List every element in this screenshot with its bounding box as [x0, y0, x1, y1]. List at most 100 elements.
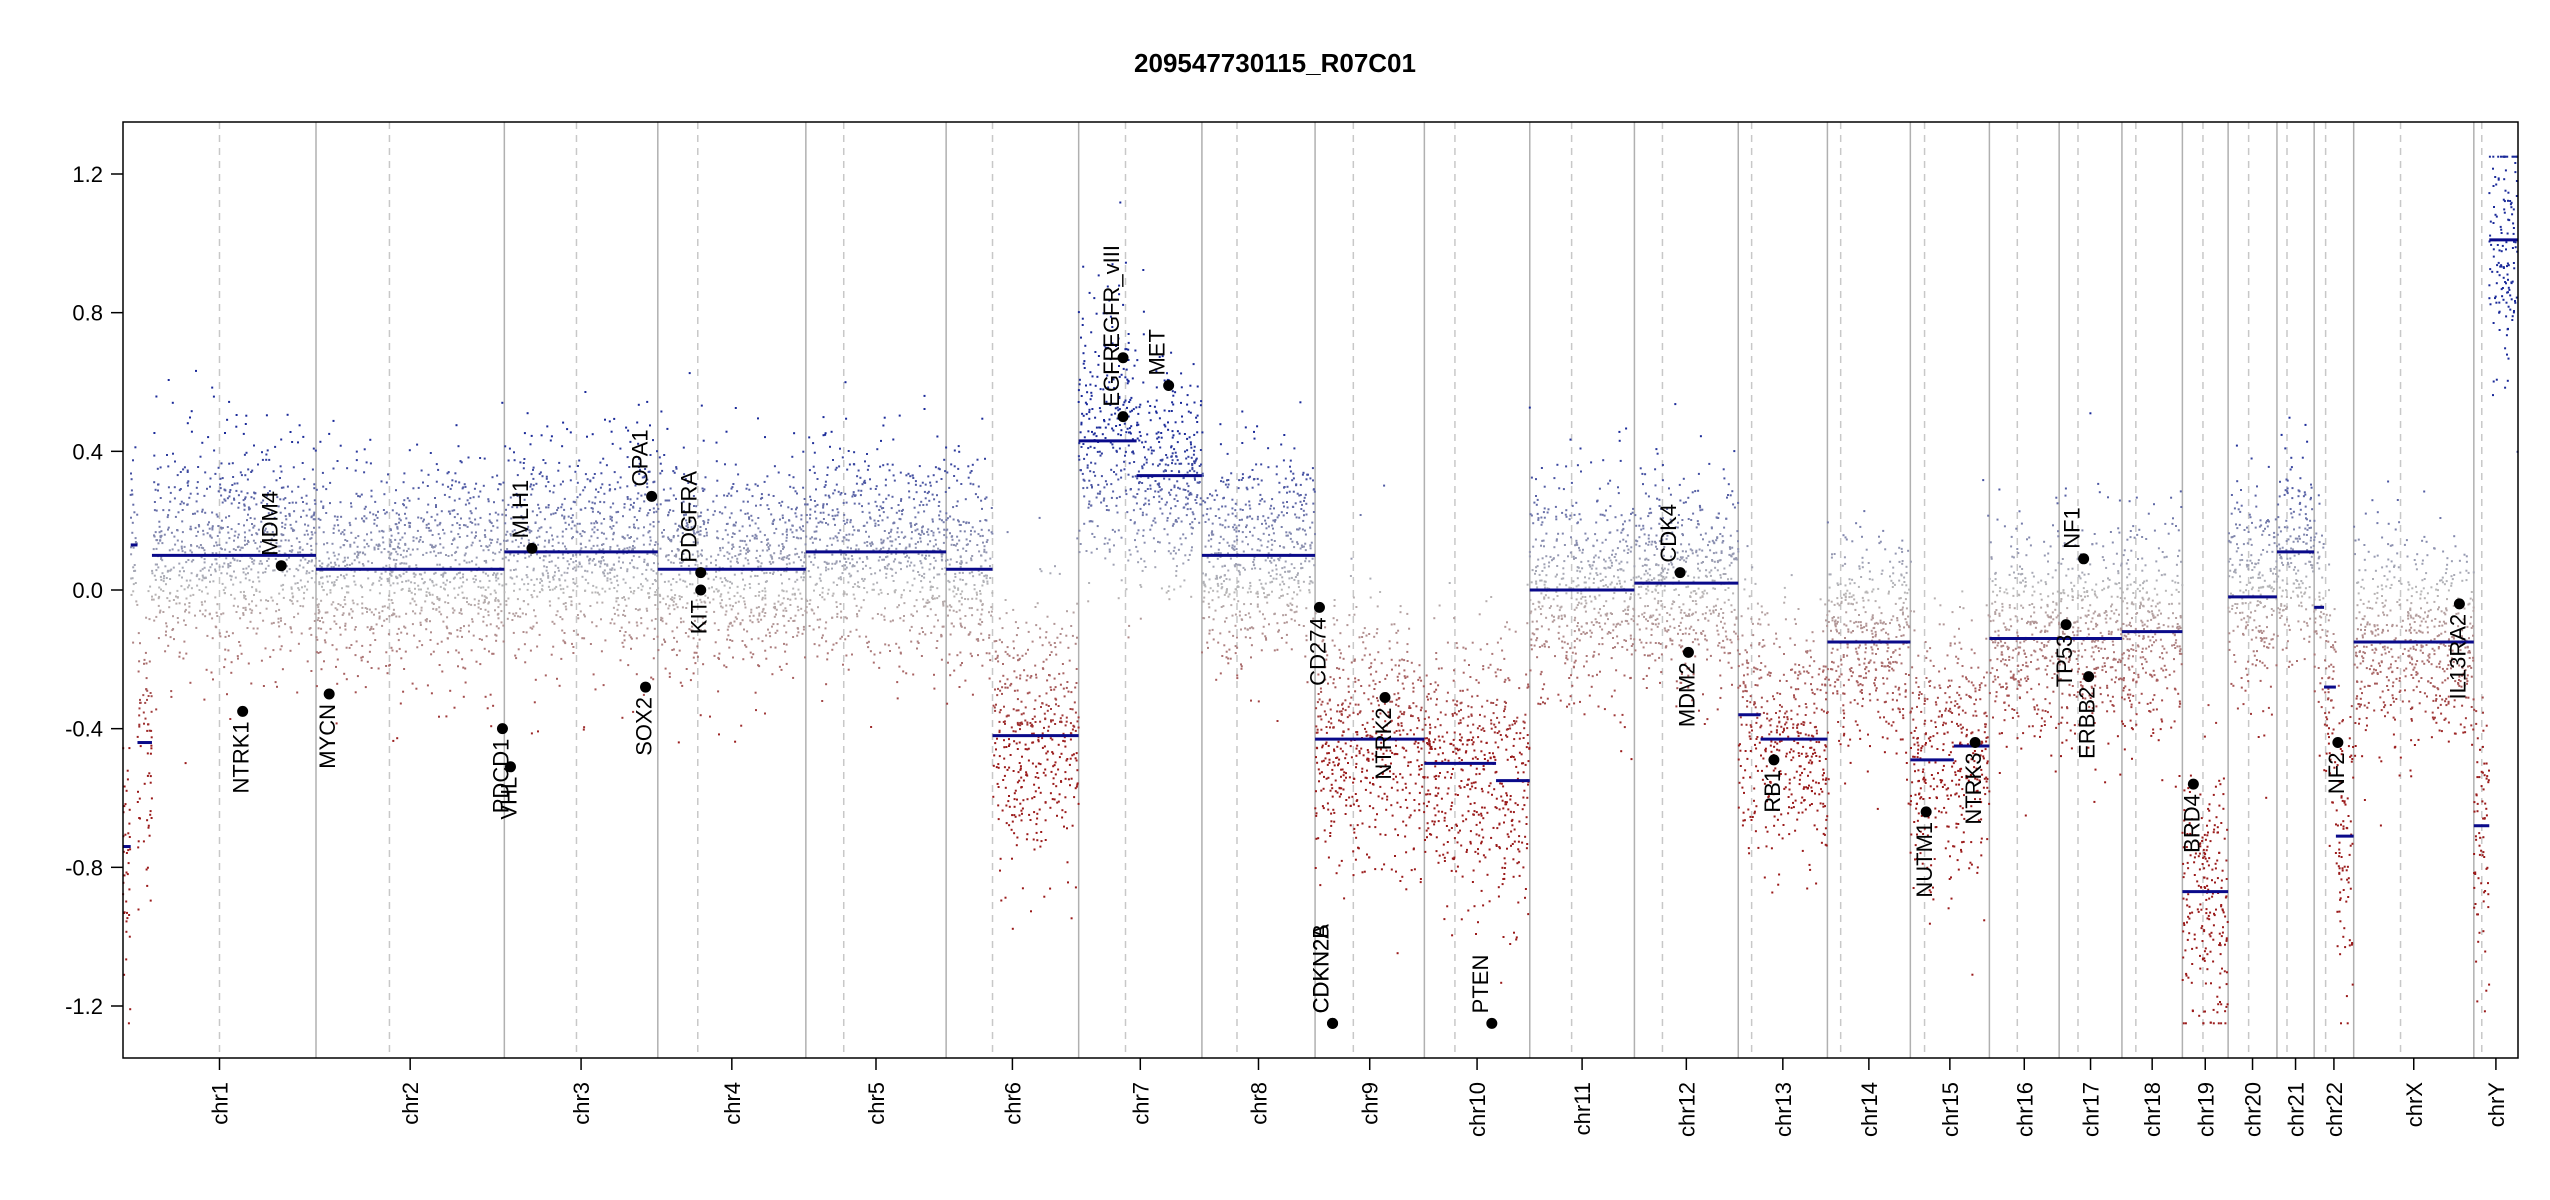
- probe-point: [764, 649, 767, 652]
- probe-point: [535, 536, 538, 539]
- probe-point: [911, 474, 914, 477]
- probe-point: [654, 580, 657, 583]
- probe-point: [1019, 802, 1022, 805]
- probe-point: [464, 552, 467, 555]
- probe-point: [845, 417, 848, 420]
- probe-point: [783, 642, 785, 645]
- probe-point: [889, 535, 892, 538]
- probe-point: [518, 588, 521, 591]
- probe-point: [330, 603, 333, 606]
- probe-point: [766, 538, 769, 541]
- probe-point: [703, 488, 706, 491]
- probe-point: [504, 445, 507, 448]
- probe-point: [173, 535, 176, 538]
- probe-point: [853, 565, 856, 568]
- probe-point: [342, 575, 345, 578]
- probe-point: [397, 542, 400, 545]
- probe-point: [488, 650, 490, 653]
- probe-point: [912, 498, 915, 501]
- probe-point: [497, 577, 500, 580]
- probe-point: [813, 500, 816, 502]
- probe-point: [260, 520, 263, 523]
- probe-point: [125, 789, 128, 792]
- probe-point: [184, 762, 187, 765]
- probe-point: [433, 550, 436, 553]
- probe-point: [975, 638, 978, 641]
- probe-point: [616, 481, 619, 484]
- probe-point: [977, 485, 980, 488]
- probe-point: [303, 478, 306, 481]
- probe-point: [1034, 606, 1037, 608]
- probe-point: [465, 561, 468, 564]
- probe-point: [920, 529, 923, 532]
- probe-point: [650, 676, 653, 679]
- probe-point: [317, 603, 320, 606]
- probe-point: [715, 570, 718, 573]
- probe-point: [630, 647, 632, 650]
- probe-point: [468, 630, 470, 633]
- probe-point: [977, 639, 980, 642]
- probe-point: [895, 642, 898, 645]
- probe-point: [1022, 779, 1025, 782]
- probe-point: [1063, 736, 1066, 739]
- probe-point: [678, 573, 681, 576]
- probe-point: [157, 597, 160, 600]
- probe-point: [1012, 770, 1015, 772]
- probe-point: [146, 774, 149, 777]
- probe-point: [246, 519, 248, 522]
- probe-point: [680, 565, 683, 567]
- probe-point: [396, 582, 399, 585]
- probe-point: [244, 536, 246, 539]
- probe-point: [388, 556, 391, 559]
- probe-point: [946, 471, 949, 474]
- probe-point: [175, 595, 177, 598]
- probe-point: [276, 496, 279, 499]
- probe-point: [642, 543, 645, 546]
- probe-point: [265, 453, 268, 456]
- probe-point: [437, 533, 440, 536]
- probe-point: [412, 536, 415, 539]
- probe-point: [785, 643, 788, 646]
- probe-point: [233, 597, 236, 600]
- probe-point: [832, 643, 835, 646]
- probe-point: [954, 544, 957, 547]
- probe-point: [623, 639, 626, 642]
- probe-point: [150, 710, 153, 713]
- probe-point: [363, 507, 366, 510]
- probe-point: [277, 621, 280, 624]
- probe-point: [759, 504, 762, 507]
- probe-point: [988, 636, 991, 639]
- probe-point: [1124, 261, 1127, 264]
- probe-point: [1108, 550, 1111, 553]
- probe-point: [561, 503, 564, 506]
- probe-point: [763, 615, 766, 618]
- probe-point: [470, 512, 473, 515]
- probe-point: [715, 564, 717, 567]
- probe-point: [167, 644, 170, 647]
- probe-point: [129, 848, 132, 851]
- probe-point: [1051, 719, 1054, 722]
- probe-point: [1005, 804, 1008, 807]
- probe-point: [869, 516, 872, 519]
- probe-point: [1045, 631, 1048, 634]
- probe-point: [908, 545, 911, 548]
- probe-point: [699, 714, 702, 717]
- probe-point: [240, 490, 243, 493]
- probe-point: [272, 470, 275, 473]
- probe-point: [430, 631, 432, 634]
- probe-point: [944, 470, 947, 473]
- probe-point: [425, 620, 428, 623]
- probe-point: [821, 634, 824, 637]
- probe-point: [489, 693, 492, 696]
- probe-point: [1097, 483, 1100, 486]
- probe-point: [950, 622, 953, 625]
- probe-point: [646, 486, 649, 489]
- probe-point: [1017, 659, 1019, 662]
- probe-point: [648, 470, 651, 473]
- probe-point: [502, 640, 505, 643]
- probe-point: [679, 598, 681, 601]
- probe-point: [367, 545, 370, 548]
- probe-point: [932, 534, 935, 537]
- probe-point: [264, 533, 267, 536]
- probe-point: [957, 588, 960, 591]
